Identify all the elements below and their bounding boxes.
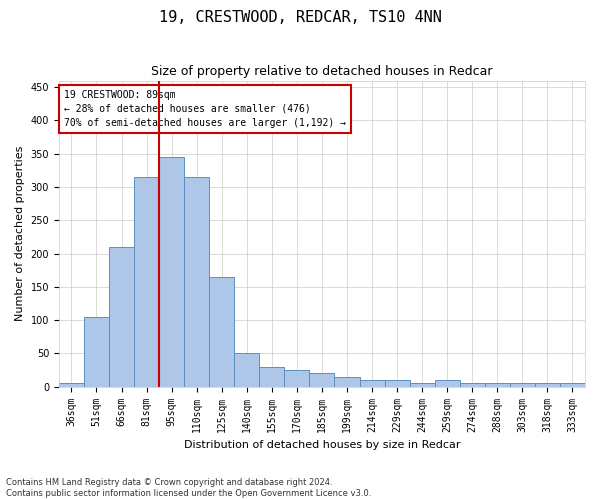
Bar	[410, 384, 434, 386]
Bar	[134, 177, 159, 386]
Text: 19 CRESTWOOD: 89sqm
← 28% of detached houses are smaller (476)
70% of semi-detac: 19 CRESTWOOD: 89sqm ← 28% of detached ho…	[64, 90, 346, 128]
Bar	[334, 376, 359, 386]
Text: 19, CRESTWOOD, REDCAR, TS10 4NN: 19, CRESTWOOD, REDCAR, TS10 4NN	[158, 10, 442, 25]
Bar	[485, 384, 510, 386]
Bar	[59, 384, 84, 386]
Bar	[109, 247, 134, 386]
Bar	[359, 380, 385, 386]
Bar	[209, 277, 234, 386]
Bar	[84, 317, 109, 386]
Bar	[434, 380, 460, 386]
Bar	[234, 354, 259, 386]
Bar	[385, 380, 410, 386]
Title: Size of property relative to detached houses in Redcar: Size of property relative to detached ho…	[151, 65, 493, 78]
Bar	[310, 374, 334, 386]
Bar	[159, 157, 184, 386]
Bar	[510, 384, 535, 386]
Bar	[560, 384, 585, 386]
Bar	[535, 384, 560, 386]
X-axis label: Distribution of detached houses by size in Redcar: Distribution of detached houses by size …	[184, 440, 460, 450]
Bar	[259, 366, 284, 386]
Text: Contains HM Land Registry data © Crown copyright and database right 2024.
Contai: Contains HM Land Registry data © Crown c…	[6, 478, 371, 498]
Bar	[284, 370, 310, 386]
Bar	[460, 384, 485, 386]
Y-axis label: Number of detached properties: Number of detached properties	[15, 146, 25, 322]
Bar	[184, 177, 209, 386]
